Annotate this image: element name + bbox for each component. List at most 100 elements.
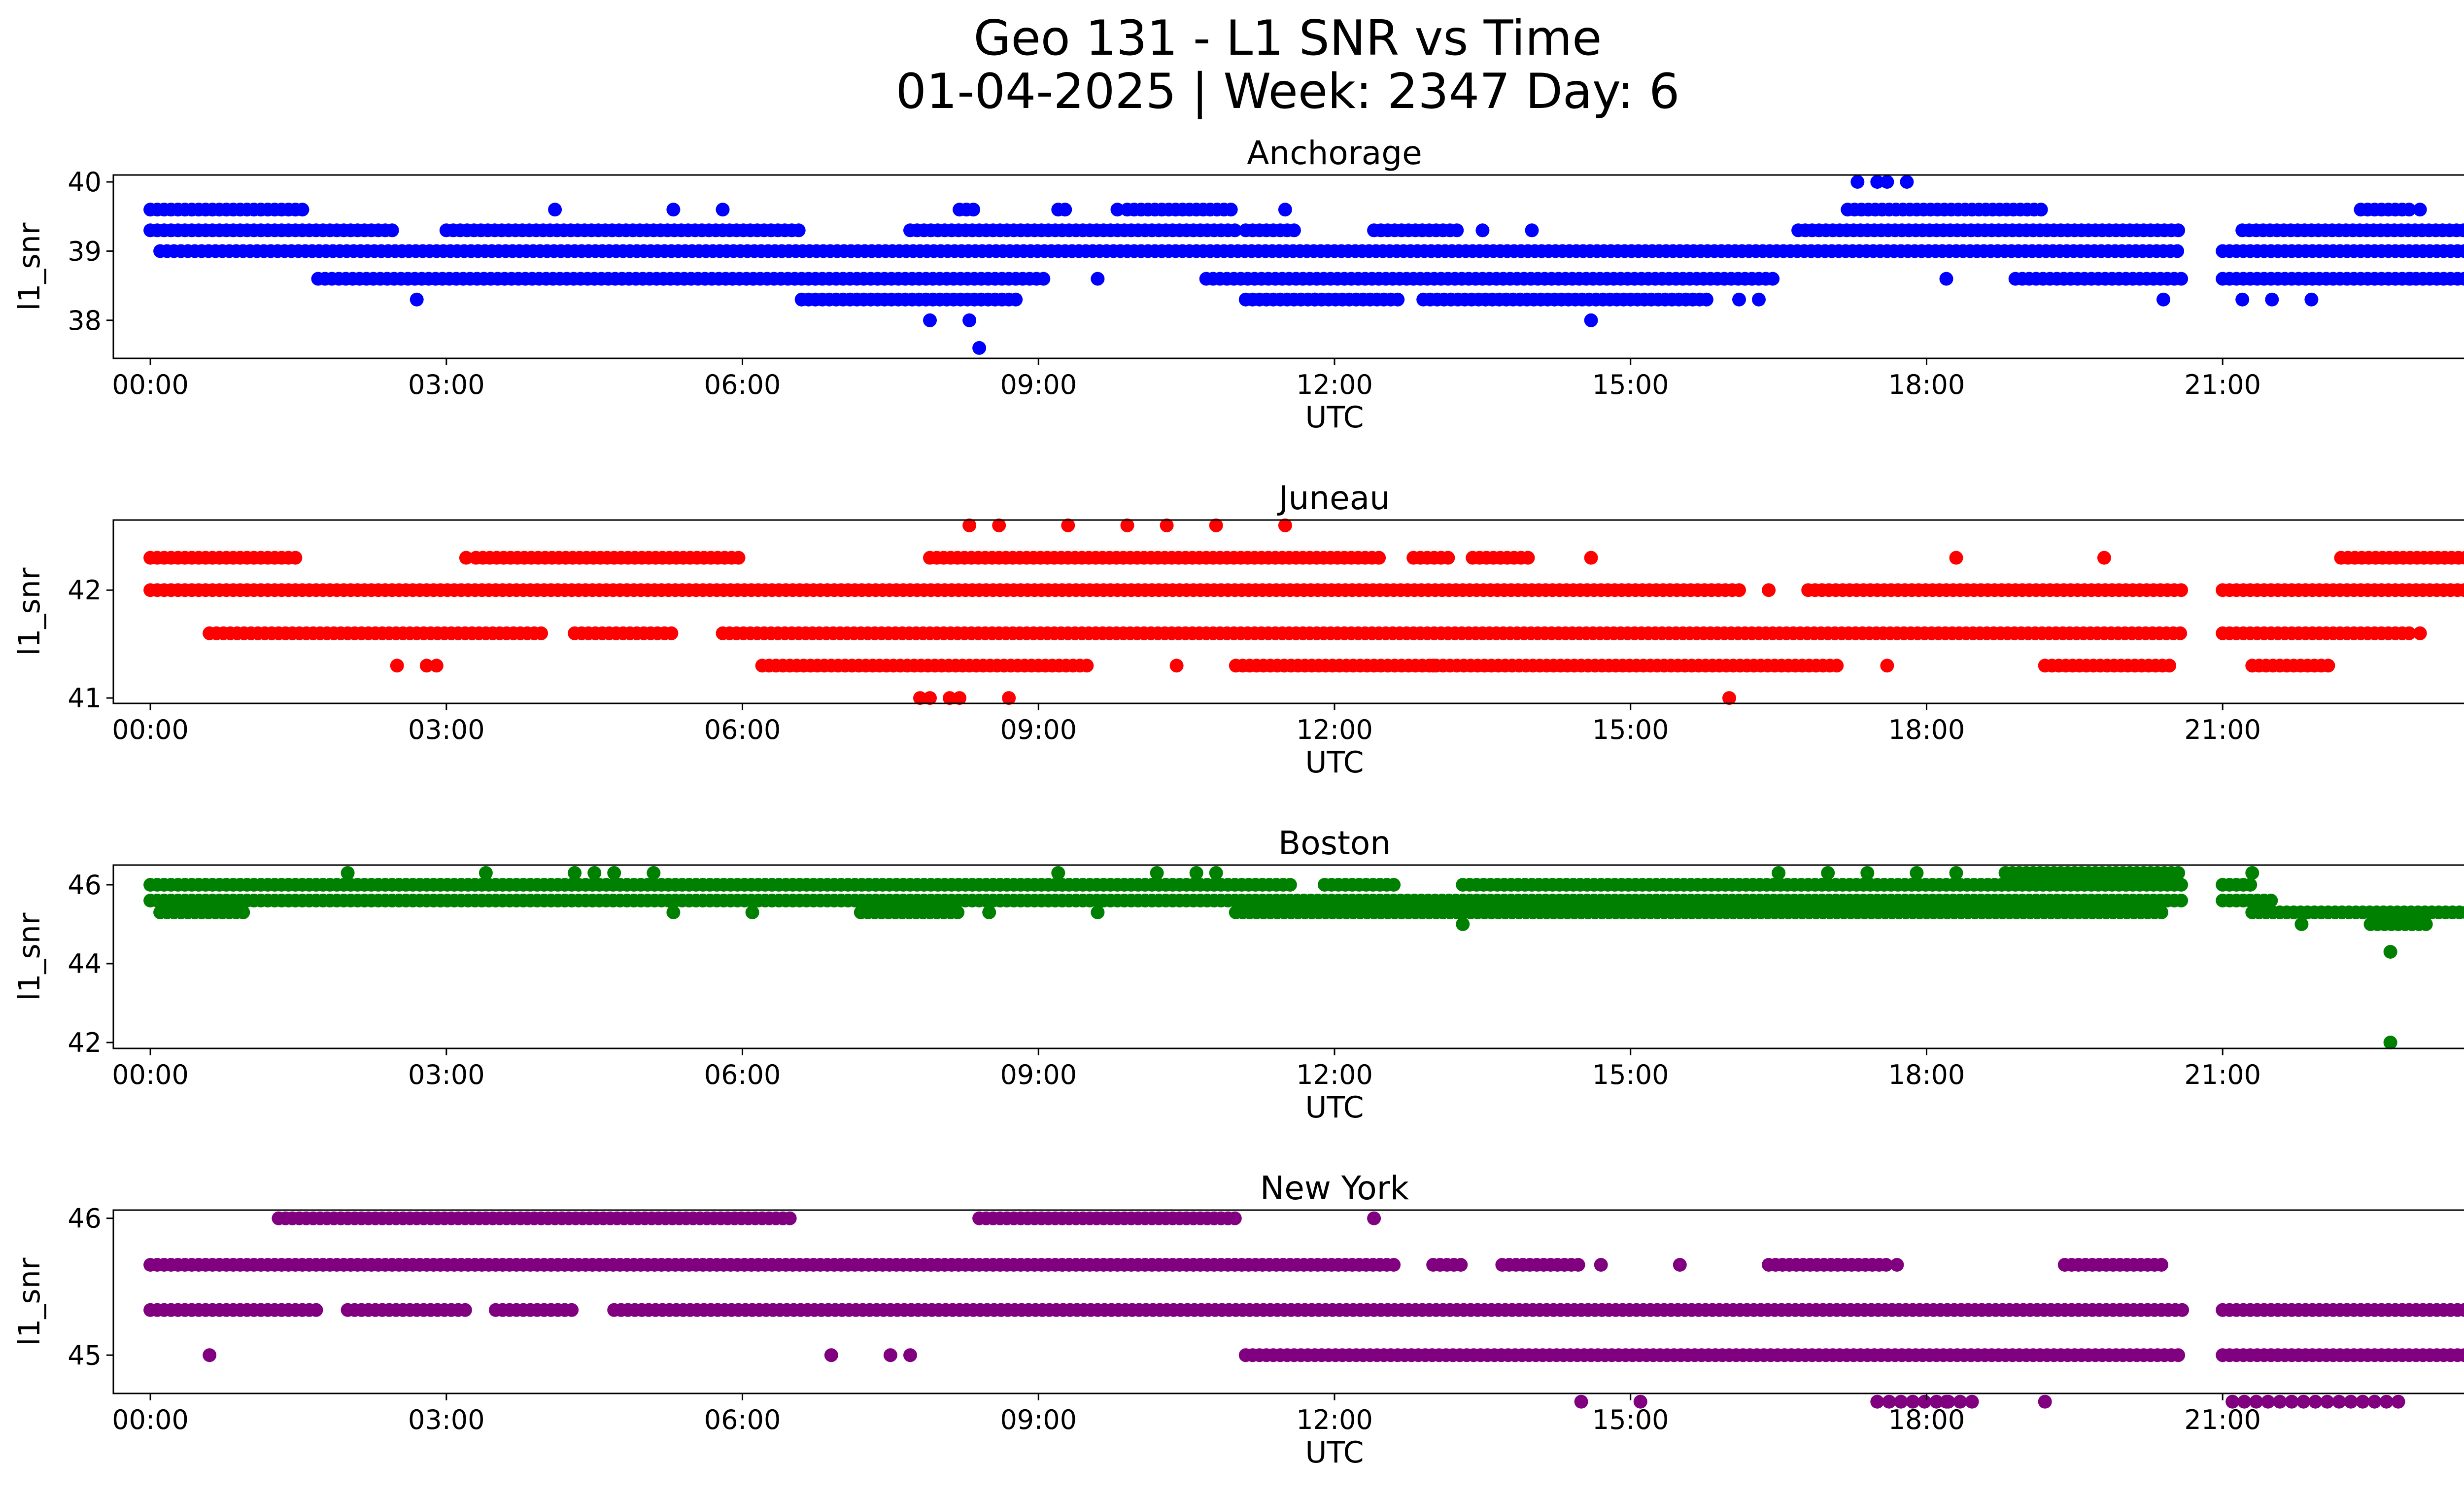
data-point [1441, 551, 1455, 565]
data-point [1521, 551, 1535, 565]
figure-title-line-2: 01-04-2025 | Week: 2347 Day: 6 [895, 64, 1680, 120]
data-point [2459, 905, 2464, 919]
data-point [2304, 292, 2319, 307]
data-point [943, 691, 957, 705]
data-point [1900, 175, 1914, 189]
data-point [2237, 1394, 2252, 1409]
data-point [1456, 917, 1470, 931]
data-point [2261, 1394, 2275, 1409]
data-point [2097, 551, 2111, 565]
data-point [429, 659, 444, 673]
data-point [1228, 1211, 1242, 1225]
y-axis-label: l1_snr [12, 567, 47, 656]
data-point [1880, 659, 1894, 673]
axes-frame [112, 519, 2464, 704]
data-point [2457, 583, 2464, 597]
data-point [1110, 203, 1125, 217]
data-point [2344, 1394, 2358, 1409]
x-tick-label: 09:00 [1000, 1059, 1077, 1090]
data-point [2458, 551, 2464, 565]
data-point [2294, 917, 2309, 931]
data-point [962, 313, 977, 327]
data-point [479, 866, 493, 880]
data-point [568, 866, 582, 880]
data-point [972, 341, 987, 355]
subplot-title: Anchorage [1247, 134, 1422, 172]
data-point [1228, 223, 1242, 238]
x-tick-label: 06:00 [704, 369, 781, 400]
data-point [951, 905, 965, 919]
subplot-title: Boston [1278, 824, 1391, 862]
data-point [1387, 878, 1401, 892]
x-tick-label: 00:00 [112, 1404, 189, 1435]
data-point [2038, 1394, 2052, 1409]
x-tick-label: 03:00 [408, 714, 485, 745]
data-point [1287, 223, 1301, 238]
x-tick-label: 21:00 [2184, 1059, 2261, 1090]
y-tick-label: 39 [68, 236, 102, 267]
x-axis-label: UTC [1305, 1435, 1364, 1470]
data-point [966, 203, 981, 217]
data-point [2383, 945, 2397, 959]
data-point [1189, 866, 1203, 880]
data-point [2225, 1394, 2240, 1409]
data-point [2034, 203, 2048, 217]
y-tick-label: 41 [68, 683, 102, 714]
data-point [1475, 223, 1490, 238]
data-point [2249, 1394, 2263, 1409]
y-tick-label: 46 [68, 869, 102, 901]
x-tick-label: 15:00 [1592, 369, 1669, 400]
data-point [2308, 1394, 2323, 1409]
data-point [1091, 272, 1105, 286]
data-point [410, 292, 424, 307]
data-point [1372, 551, 1386, 565]
data-point [1283, 878, 1297, 892]
data-point [2296, 1394, 2311, 1409]
data-point [2171, 223, 2186, 238]
data-point [1699, 292, 1713, 307]
x-tick-label: 12:00 [1296, 714, 1373, 745]
data-point [1224, 203, 1238, 217]
data-point [288, 551, 303, 565]
data-point [2174, 894, 2189, 907]
data-point [1367, 1211, 1381, 1225]
data-point [1850, 175, 1865, 189]
x-tick-label: 03:00 [408, 1059, 485, 1090]
data-point [2243, 878, 2258, 892]
data-point [1949, 866, 1963, 880]
data-point [745, 905, 759, 919]
data-point [2155, 905, 2168, 919]
figure-title-line-1: Geo 131 - L1 SNR vs Time [973, 10, 1602, 67]
data-point [913, 691, 927, 705]
data-point [1821, 866, 1835, 880]
data-point [1860, 866, 1875, 880]
data-point [1732, 583, 1746, 597]
data-point [2273, 1394, 2287, 1409]
axes-frame [112, 864, 2464, 1049]
data-point [565, 1303, 579, 1317]
x-tick-label: 15:00 [1592, 1059, 1669, 1090]
data-point [459, 551, 473, 565]
data-point [2419, 917, 2433, 931]
data-point [1917, 1394, 1932, 1409]
data-point [2383, 1036, 2397, 1049]
data-point [1209, 866, 1223, 880]
data-point [2174, 272, 2189, 286]
data-point [1574, 1394, 1588, 1409]
data-point [2285, 1394, 2299, 1409]
x-tick-label: 12:00 [1296, 1059, 1373, 1090]
scatter-series [143, 518, 2464, 705]
y-tick-label: 38 [68, 305, 102, 336]
data-point [607, 866, 621, 880]
x-tick-label: 03:00 [408, 369, 485, 400]
data-point [2402, 203, 2416, 217]
x-tick-label: 00:00 [112, 714, 189, 745]
x-axis-label: UTC [1305, 745, 1364, 780]
data-point [1870, 1394, 1884, 1409]
data-point [1391, 292, 1405, 307]
data-point [341, 866, 355, 880]
data-point [2235, 292, 2250, 307]
x-tick-label: 21:00 [2184, 1404, 2261, 1435]
data-point [1308, 292, 1322, 307]
